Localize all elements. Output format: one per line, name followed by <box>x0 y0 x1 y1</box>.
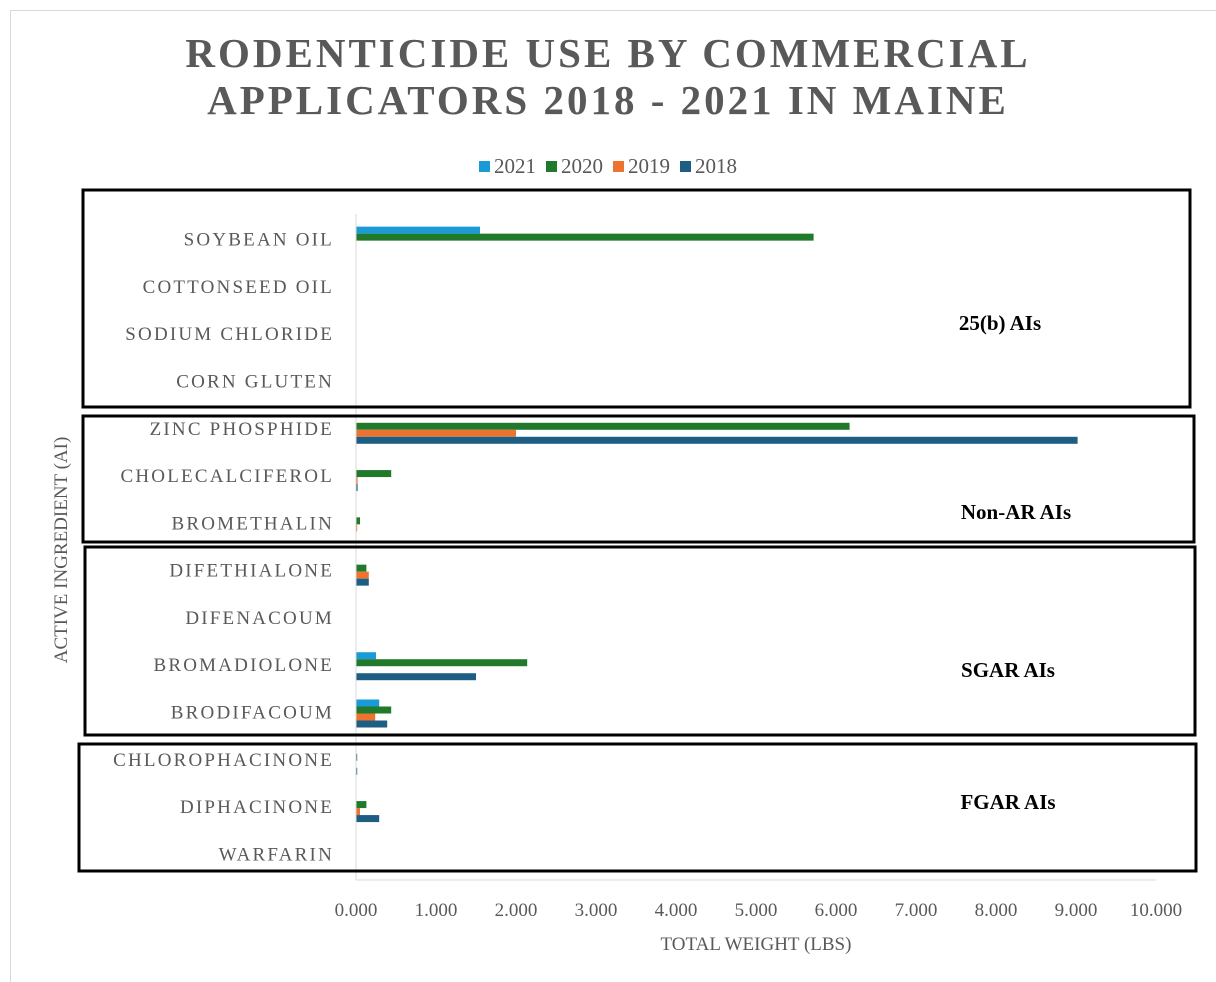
legend-label: 2021 <box>494 154 536 178</box>
x-tick-label: 8.000 <box>975 900 1018 921</box>
bar-2018 <box>356 578 369 586</box>
category-label: CHOLECALCIFEROL <box>121 466 335 487</box>
bar-2020 <box>356 753 358 761</box>
x-tick-label: 3.000 <box>575 900 618 921</box>
group-box <box>81 414 1196 544</box>
legend-label: 2020 <box>561 154 603 178</box>
x-tick-label: 10.000 <box>1130 900 1182 921</box>
y-axis-title: ACTIVE INGREDIENT (AI) <box>51 437 72 664</box>
bar-2020 <box>356 422 850 430</box>
x-axis-title: TOTAL WEIGHT (LBS) <box>661 934 852 955</box>
bar-2018 <box>356 720 388 728</box>
category-label: DIFETHIALONE <box>169 561 334 582</box>
chart-title-line-2: APPLICATORS 2018 - 2021 IN MAINE <box>207 77 1009 123</box>
chart-legend: 2021 2020 2019 2018 <box>0 154 1216 179</box>
chart-title: RODENTICIDE USE BY COMMERCIAL APPLICATOR… <box>0 30 1216 124</box>
bar-2021 <box>356 699 380 707</box>
legend-swatch <box>680 161 691 172</box>
category-label: ZINC PHOSPHIDE <box>150 419 334 440</box>
x-tick-label: 6.000 <box>815 900 858 921</box>
bar-2019 <box>356 808 360 816</box>
legend-item-2019: 2019 <box>613 154 670 179</box>
category-label: BRODIFACOUM <box>171 703 334 724</box>
x-tick-label: 9.000 <box>1055 900 1098 921</box>
legend-swatch <box>479 161 490 172</box>
legend-label: 2018 <box>695 154 737 178</box>
category-label: DIFENACOUM <box>185 608 334 629</box>
bar-2018 <box>356 484 358 492</box>
category-label: DIPHACINONE <box>180 797 334 818</box>
bar-2020 <box>356 470 392 478</box>
bar-2018 <box>356 815 380 823</box>
x-tick-label: 4.000 <box>655 900 698 921</box>
bar-2018 <box>356 767 358 775</box>
legend-swatch <box>546 161 557 172</box>
bar-2019 <box>356 524 358 532</box>
x-tick-label: 1.000 <box>415 900 458 921</box>
category-label: CORN GLUTEN <box>176 372 334 393</box>
group-box <box>77 742 1198 873</box>
bar-2021 <box>356 226 480 234</box>
bar-2019 <box>356 429 516 437</box>
legend-label: 2019 <box>628 154 670 178</box>
x-tick-label: 2.000 <box>495 900 538 921</box>
bar-2019 <box>356 571 369 579</box>
category-label: WARFARIN <box>219 844 334 865</box>
category-label: COTTONSEED OIL <box>143 277 334 298</box>
category-label: BROMETHALIN <box>172 513 334 534</box>
group-box <box>83 545 1197 737</box>
legend-item-2021: 2021 <box>479 154 536 179</box>
legend-swatch <box>613 161 624 172</box>
bar-2020 <box>356 233 814 241</box>
group-box <box>81 188 1192 409</box>
bar-2019 <box>356 477 358 485</box>
group-label: 25(b) AIs <box>959 311 1041 335</box>
group-label: Non-AR AIs <box>961 500 1071 524</box>
category-label: SOYBEAN OIL <box>184 230 334 251</box>
bar-2020 <box>356 801 367 809</box>
legend-item-2020: 2020 <box>546 154 603 179</box>
x-tick-label: 7.000 <box>895 900 938 921</box>
bar-2019 <box>356 713 376 721</box>
category-label: SODIUM CHLORIDE <box>125 324 334 345</box>
chart-title-line-1: RODENTICIDE USE BY COMMERCIAL <box>185 30 1031 76</box>
bar-2018 <box>356 673 476 681</box>
category-label: BROMADIOLONE <box>153 655 334 676</box>
legend-item-2018: 2018 <box>680 154 737 179</box>
bar-2021 <box>356 652 376 660</box>
group-label: SGAR AIs <box>961 658 1055 682</box>
bar-2018 <box>356 436 1078 444</box>
bar-2020 <box>356 659 528 667</box>
x-tick-label: 0.000 <box>335 900 378 921</box>
x-tick-label: 5.000 <box>735 900 778 921</box>
bar-2020 <box>356 564 367 572</box>
category-label: CHLOROPHACINONE <box>113 750 334 771</box>
bar-2020 <box>356 706 392 714</box>
chart-frame <box>10 10 1216 982</box>
bar-2020 <box>356 517 360 525</box>
group-label: FGAR AIs <box>960 790 1055 814</box>
